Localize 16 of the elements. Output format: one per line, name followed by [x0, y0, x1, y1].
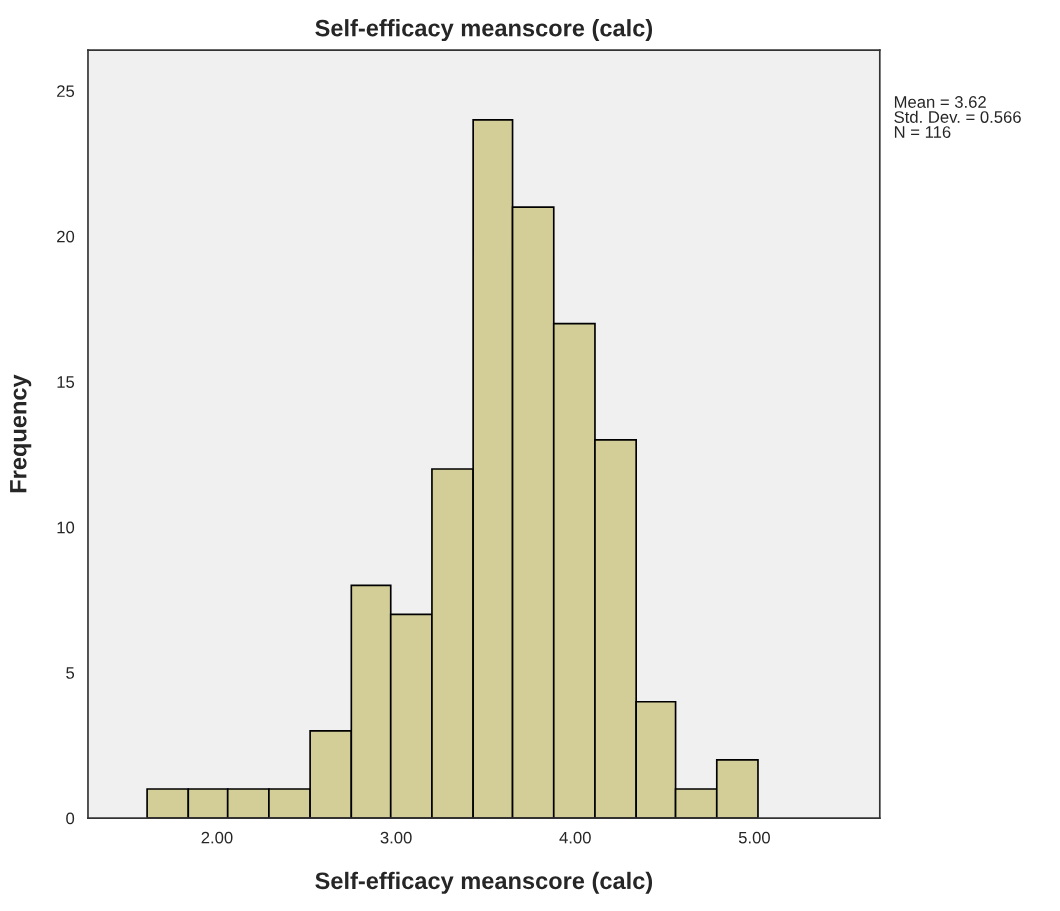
- y-axis-title: Frequency: [10, 374, 32, 493]
- y-tick-label: 5: [66, 667, 75, 679]
- y-tick-label: 0: [66, 812, 75, 825]
- x-tick-label: 4.00: [559, 831, 591, 844]
- chart-title: Self-efficacy meanscore (calc): [315, 19, 653, 42]
- y-tick-label: 10: [57, 521, 75, 534]
- y-tick-label: 25: [57, 85, 75, 98]
- x-tick-label: 3.00: [380, 831, 412, 844]
- text: Mean = 3.62: [894, 96, 986, 108]
- text: N = 116: [894, 126, 951, 138]
- y-tick-label: 20: [57, 230, 75, 243]
- x-tick-label: 5.00: [738, 831, 770, 844]
- x-axis-title: Self-efficacy meanscore (calc): [315, 871, 653, 894]
- text: Std. Dev. = 0.566: [894, 110, 1021, 123]
- x-tick-label: 2.00: [201, 831, 233, 844]
- y-tick-label: 15: [57, 376, 75, 388]
